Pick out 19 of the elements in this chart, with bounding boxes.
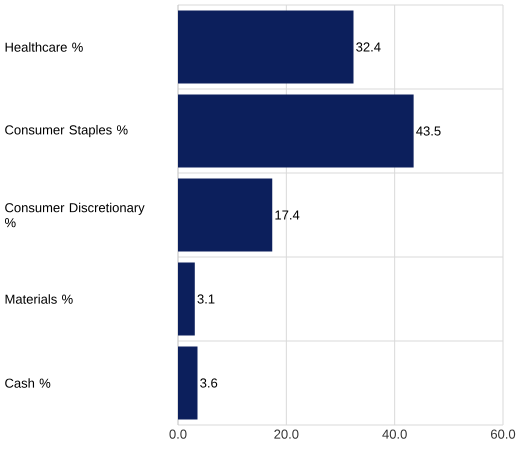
data-label: 32.4 [356,42,381,52]
x-tick-label: 60.0 [491,430,516,439]
bar [178,94,414,168]
x-tick-label: 20.0 [274,430,298,439]
y-tick-label: Healthcare % [6,42,83,52]
y-tick-label: Consumer Staples % [5,124,128,138]
y-tick-label: Materials % [6,294,73,304]
data-label: 43.5 [416,126,441,136]
bar [178,346,198,420]
x-tick-label: 0.0 [169,430,187,439]
data-label: 17.4 [275,210,300,220]
bar [178,262,195,336]
y-tick-label: Consumer Discretionary % [5,202,145,228]
data-label: 3.6 [200,378,218,388]
bar [178,178,272,252]
data-label: 3.1 [197,294,214,304]
x-tick-label: 40.0 [382,430,407,439]
y-tick-label: Cash % [5,378,50,388]
bar [178,10,354,84]
